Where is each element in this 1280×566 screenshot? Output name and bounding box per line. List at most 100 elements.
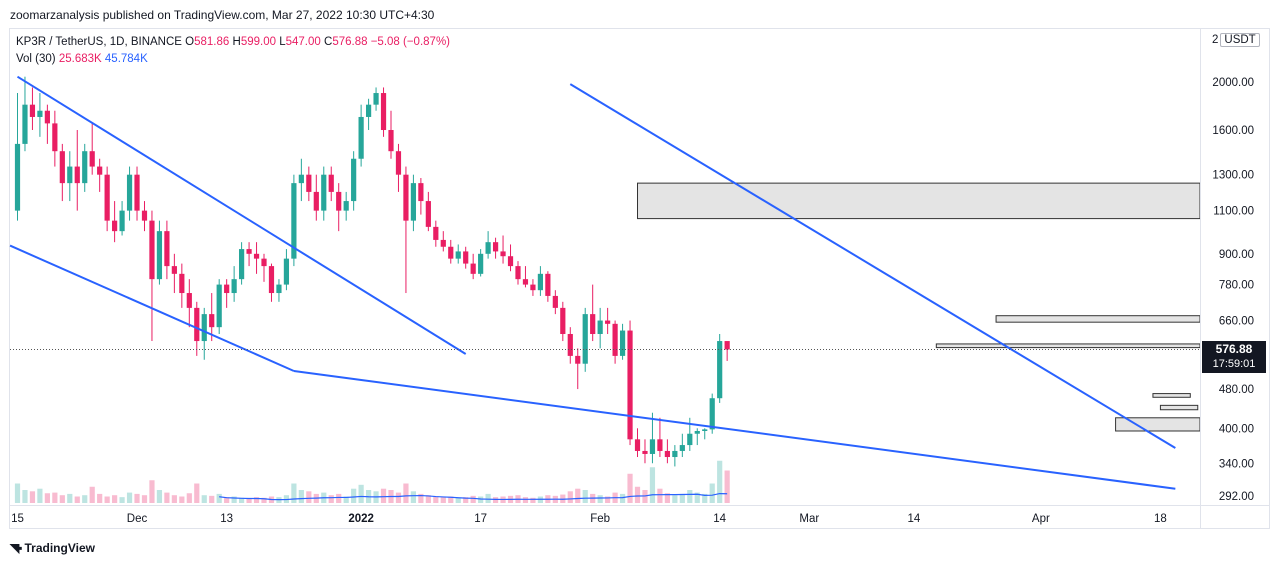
candle[interactable] bbox=[418, 178, 424, 215]
candle[interactable] bbox=[283, 249, 290, 291]
candle[interactable] bbox=[642, 439, 648, 464]
candle[interactable] bbox=[448, 239, 454, 264]
candle[interactable] bbox=[358, 104, 364, 167]
candle[interactable] bbox=[403, 166, 409, 294]
resistance-zone-high[interactable] bbox=[637, 182, 1201, 220]
candle[interactable] bbox=[388, 110, 394, 159]
candle[interactable] bbox=[164, 220, 170, 280]
candle[interactable] bbox=[336, 183, 342, 232]
candle[interactable] bbox=[724, 341, 730, 361]
candle[interactable] bbox=[582, 307, 588, 372]
candle[interactable] bbox=[433, 220, 439, 247]
candle[interactable] bbox=[619, 323, 626, 360]
candle[interactable] bbox=[343, 191, 349, 221]
candle[interactable] bbox=[37, 93, 43, 137]
candle[interactable] bbox=[59, 143, 65, 202]
candle[interactable] bbox=[261, 253, 267, 282]
candle[interactable] bbox=[605, 307, 611, 334]
candle[interactable] bbox=[612, 320, 618, 364]
candle[interactable] bbox=[560, 301, 566, 342]
symbol-name[interactable]: KP3R / TetherUS, 1D, BINANCE bbox=[16, 36, 182, 48]
candle[interactable] bbox=[455, 244, 461, 264]
candle[interactable] bbox=[530, 279, 536, 296]
candle[interactable] bbox=[44, 104, 50, 144]
candle[interactable] bbox=[597, 307, 603, 349]
candle[interactable] bbox=[104, 166, 110, 232]
candle[interactable] bbox=[463, 246, 469, 269]
wedge-lower-left[interactable] bbox=[9, 244, 295, 372]
support-box-1[interactable] bbox=[1152, 393, 1191, 398]
candle[interactable] bbox=[717, 333, 723, 403]
candle[interactable] bbox=[552, 290, 558, 315]
candle[interactable] bbox=[328, 166, 334, 202]
candle[interactable] bbox=[380, 87, 387, 137]
candle[interactable] bbox=[201, 307, 207, 360]
candle[interactable] bbox=[268, 263, 275, 302]
candle[interactable] bbox=[253, 242, 260, 274]
candle[interactable] bbox=[351, 151, 357, 211]
candle[interactable] bbox=[246, 242, 252, 267]
candle[interactable] bbox=[410, 174, 417, 232]
candle[interactable] bbox=[679, 433, 685, 458]
candle[interactable] bbox=[470, 253, 476, 280]
candle[interactable] bbox=[298, 158, 304, 202]
candle[interactable] bbox=[649, 412, 656, 464]
candle[interactable] bbox=[567, 327, 573, 364]
candle[interactable] bbox=[664, 439, 670, 464]
candle[interactable] bbox=[313, 174, 319, 221]
candle[interactable] bbox=[179, 263, 185, 308]
candle[interactable] bbox=[82, 143, 88, 192]
candle[interactable] bbox=[171, 253, 177, 294]
candle[interactable] bbox=[545, 271, 551, 302]
candle[interactable] bbox=[395, 143, 402, 192]
candle[interactable] bbox=[306, 166, 312, 202]
candle[interactable] bbox=[224, 279, 230, 308]
candle[interactable] bbox=[112, 201, 118, 243]
candle[interactable] bbox=[590, 284, 596, 342]
candle[interactable] bbox=[276, 279, 282, 302]
resistance-zone-mid[interactable] bbox=[995, 315, 1201, 323]
candle[interactable] bbox=[119, 201, 125, 236]
wedge-upper-left[interactable] bbox=[16, 75, 467, 355]
downtrend-main[interactable] bbox=[569, 83, 1176, 449]
candle[interactable] bbox=[321, 166, 327, 221]
candle[interactable] bbox=[373, 87, 379, 111]
candle[interactable] bbox=[239, 242, 245, 285]
candle[interactable] bbox=[440, 231, 446, 252]
candle[interactable] bbox=[134, 166, 140, 221]
candle[interactable] bbox=[500, 235, 506, 264]
candle[interactable] bbox=[97, 158, 103, 192]
candle[interactable] bbox=[67, 151, 73, 202]
candle[interactable] bbox=[634, 428, 641, 458]
candle[interactable] bbox=[141, 201, 148, 232]
candle[interactable] bbox=[156, 220, 163, 285]
candle[interactable] bbox=[702, 428, 708, 440]
candle[interactable] bbox=[365, 98, 372, 131]
candle[interactable] bbox=[507, 244, 514, 272]
candle[interactable] bbox=[89, 123, 95, 175]
currency-label[interactable]: USDT bbox=[1220, 33, 1260, 47]
candle[interactable] bbox=[425, 191, 431, 232]
candle[interactable] bbox=[537, 266, 543, 296]
tradingview-logo[interactable]: ◥▪ TradingView bbox=[10, 541, 95, 555]
candle[interactable] bbox=[231, 266, 237, 302]
candle[interactable] bbox=[575, 348, 581, 390]
candle[interactable] bbox=[149, 210, 155, 342]
candle[interactable] bbox=[216, 279, 222, 334]
support-box-2[interactable] bbox=[1159, 404, 1199, 411]
candle[interactable] bbox=[52, 110, 58, 167]
candle[interactable] bbox=[74, 130, 80, 211]
scale-currency-selector[interactable]: 2 USDT bbox=[1212, 33, 1260, 47]
candle[interactable] bbox=[186, 279, 192, 328]
candle[interactable] bbox=[627, 320, 633, 446]
candle[interactable] bbox=[209, 293, 215, 342]
candle[interactable] bbox=[522, 266, 529, 288]
candle[interactable] bbox=[657, 417, 663, 458]
wedge-lower[interactable] bbox=[293, 370, 1176, 490]
candle[interactable] bbox=[672, 445, 678, 467]
price-zone-current[interactable] bbox=[935, 343, 1201, 349]
candle[interactable] bbox=[485, 231, 491, 259]
candle[interactable] bbox=[14, 93, 21, 221]
candle[interactable] bbox=[694, 428, 700, 446]
